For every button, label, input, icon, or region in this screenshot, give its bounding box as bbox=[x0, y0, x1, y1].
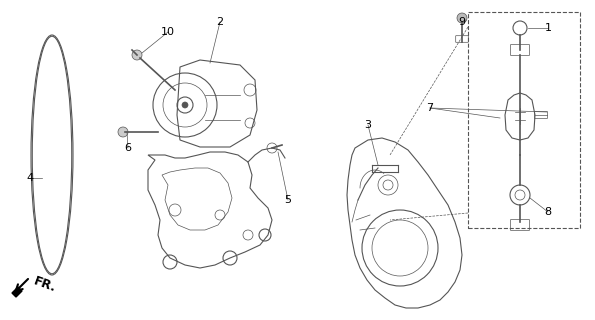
Text: 1: 1 bbox=[544, 23, 552, 33]
Circle shape bbox=[132, 50, 142, 60]
Circle shape bbox=[182, 102, 188, 108]
Circle shape bbox=[118, 127, 128, 137]
Text: 3: 3 bbox=[365, 120, 371, 130]
Text: FR.: FR. bbox=[32, 275, 58, 295]
Text: 4: 4 bbox=[26, 173, 33, 183]
Text: 2: 2 bbox=[217, 17, 224, 27]
Polygon shape bbox=[12, 287, 22, 297]
Circle shape bbox=[457, 13, 467, 23]
Text: 5: 5 bbox=[284, 195, 292, 205]
Text: 7: 7 bbox=[427, 103, 434, 113]
Bar bbox=[468, 12, 580, 228]
Text: 6: 6 bbox=[124, 143, 131, 153]
Text: 10: 10 bbox=[161, 27, 175, 37]
Text: 9: 9 bbox=[458, 17, 465, 27]
Text: 8: 8 bbox=[544, 207, 552, 217]
